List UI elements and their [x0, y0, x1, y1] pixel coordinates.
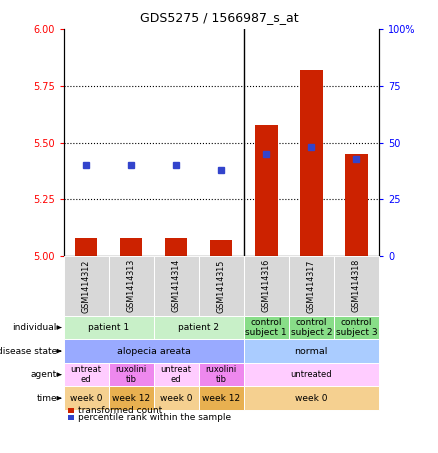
Text: week 0: week 0	[70, 394, 102, 403]
FancyBboxPatch shape	[244, 316, 289, 339]
Text: untreat
ed: untreat ed	[161, 365, 192, 384]
FancyBboxPatch shape	[109, 386, 154, 410]
Text: untreated: untreated	[290, 370, 332, 379]
FancyBboxPatch shape	[289, 256, 334, 316]
Bar	[75, 238, 97, 256]
FancyBboxPatch shape	[244, 386, 379, 410]
Text: GSM1414313: GSM1414313	[127, 259, 136, 313]
Text: agent: agent	[31, 370, 57, 379]
FancyBboxPatch shape	[244, 256, 289, 316]
Text: week 0: week 0	[295, 394, 328, 403]
Text: ruxolini
tib: ruxolini tib	[116, 365, 147, 384]
Text: GSM1414312: GSM1414312	[81, 259, 91, 313]
FancyBboxPatch shape	[64, 339, 244, 363]
FancyBboxPatch shape	[334, 256, 379, 316]
Text: patient 1: patient 1	[88, 323, 129, 332]
FancyBboxPatch shape	[199, 386, 244, 410]
Text: control
subject 2: control subject 2	[290, 318, 332, 337]
FancyBboxPatch shape	[109, 256, 154, 316]
FancyBboxPatch shape	[154, 316, 244, 339]
Text: GSM1414318: GSM1414318	[352, 259, 361, 313]
Text: week 12: week 12	[112, 394, 150, 403]
FancyBboxPatch shape	[334, 316, 379, 339]
Text: normal: normal	[295, 347, 328, 356]
FancyBboxPatch shape	[154, 256, 199, 316]
FancyBboxPatch shape	[199, 256, 244, 316]
FancyBboxPatch shape	[244, 363, 379, 386]
FancyBboxPatch shape	[199, 363, 244, 386]
Text: GSM1414317: GSM1414317	[307, 259, 316, 313]
Bar	[68, 415, 74, 420]
Text: patient 2: patient 2	[178, 323, 219, 332]
Text: GSM1414314: GSM1414314	[172, 259, 180, 313]
Text: disease state: disease state	[0, 347, 57, 356]
FancyBboxPatch shape	[244, 339, 379, 363]
Bar	[345, 154, 367, 256]
FancyBboxPatch shape	[154, 386, 199, 410]
Text: transformed count: transformed count	[78, 406, 162, 415]
Text: time: time	[36, 394, 57, 403]
Bar	[165, 238, 187, 256]
FancyBboxPatch shape	[64, 363, 109, 386]
Text: control
subject 3: control subject 3	[336, 318, 377, 337]
Text: ruxolini
tib: ruxolini tib	[205, 365, 237, 384]
FancyBboxPatch shape	[64, 386, 109, 410]
FancyBboxPatch shape	[289, 316, 334, 339]
Text: alopecia areata: alopecia areata	[117, 347, 191, 356]
FancyBboxPatch shape	[154, 363, 199, 386]
Text: GSM1414316: GSM1414316	[262, 259, 271, 313]
Bar	[300, 70, 322, 256]
FancyBboxPatch shape	[64, 256, 109, 316]
Text: untreat
ed: untreat ed	[71, 365, 102, 384]
Bar	[68, 408, 74, 413]
Text: GSM1414315: GSM1414315	[217, 259, 226, 313]
Text: control
subject 1: control subject 1	[245, 318, 287, 337]
Bar	[210, 240, 233, 256]
Text: individual: individual	[13, 323, 57, 332]
Text: percentile rank within the sample: percentile rank within the sample	[78, 414, 231, 422]
Text: week 0: week 0	[160, 394, 192, 403]
Text: GDS5275 / 1566987_s_at: GDS5275 / 1566987_s_at	[140, 11, 298, 24]
Text: week 12: week 12	[202, 394, 240, 403]
FancyBboxPatch shape	[64, 316, 154, 339]
Bar	[120, 238, 142, 256]
Bar	[255, 125, 278, 256]
FancyBboxPatch shape	[109, 363, 154, 386]
